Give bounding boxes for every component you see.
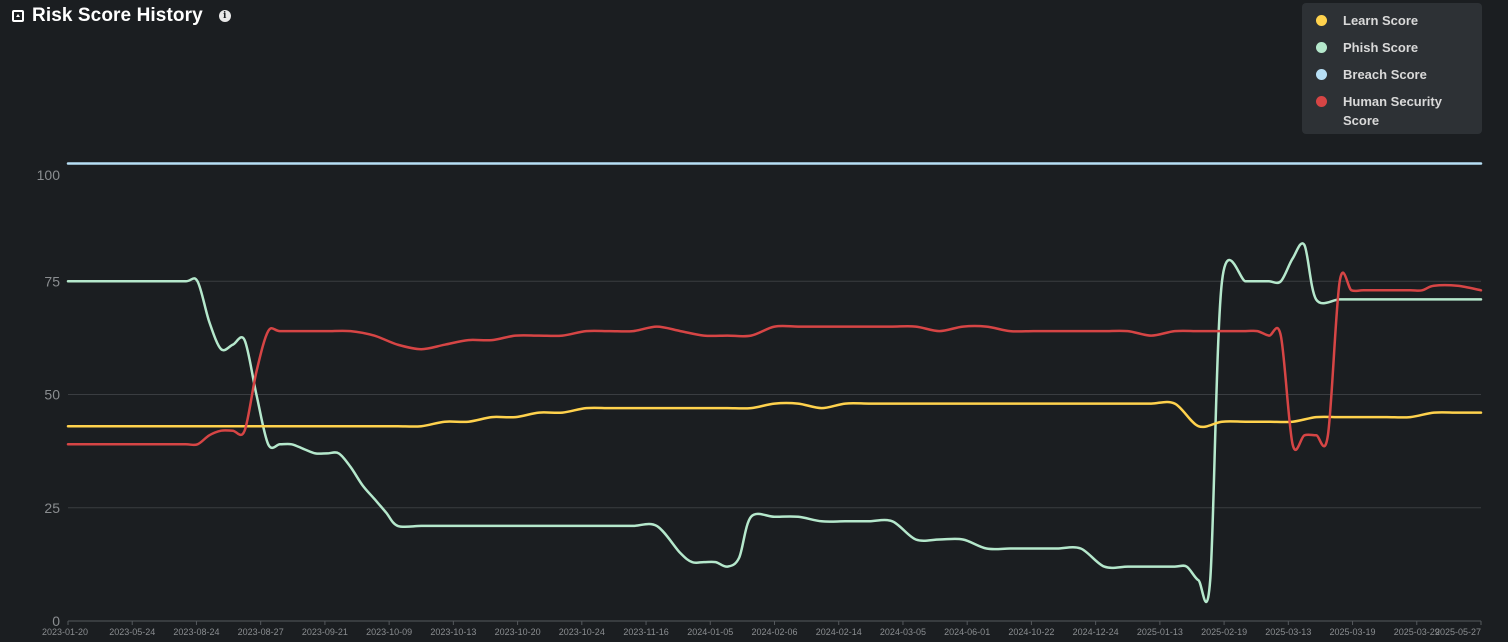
- legend-dot-phish-score: [1316, 42, 1327, 53]
- widget-header: Risk Score History i: [12, 4, 231, 28]
- x-tick-label: 2023-10-24: [559, 627, 605, 637]
- legend-label-learn-score: Learn Score: [1343, 13, 1419, 28]
- legend-dot-learn-score: [1316, 15, 1327, 26]
- x-tick-label: 2023-01-20: [42, 627, 88, 637]
- x-tick-label: 2023-05-24: [109, 627, 155, 637]
- x-tick-label: 2023-09-21: [302, 627, 348, 637]
- x-tick-label: 2023-10-13: [430, 627, 476, 637]
- chart-legend: Learn Score Phish Score Breach Score Hum…: [1302, 3, 1482, 134]
- legend-dot-human-security-score: [1316, 96, 1327, 107]
- x-tick-label: 2023-11-16: [623, 627, 668, 637]
- legend-label-human-security-score: Human Security Score: [1343, 94, 1442, 128]
- x-tick-label: 2023-08-24: [173, 627, 219, 637]
- x-tick-label: 2024-12-24: [1073, 627, 1119, 637]
- legend-item-learn-score[interactable]: Learn Score: [1302, 11, 1482, 30]
- legend-item-breach-score[interactable]: Breach Score: [1302, 65, 1482, 84]
- collapse-icon[interactable]: [12, 10, 24, 22]
- legend-label-phish-score: Phish Score: [1343, 40, 1419, 55]
- x-tick-label: 2024-06-01: [944, 627, 990, 637]
- y-tick-label: 100: [37, 167, 61, 183]
- x-tick-label: 2025-02-19: [1201, 627, 1247, 637]
- x-tick-label: 2024-03-05: [880, 627, 926, 637]
- x-tick-label: 2024-10-22: [1008, 627, 1054, 637]
- x-tick-label: 2024-02-14: [816, 627, 862, 637]
- x-tick-label: 2025-03-19: [1330, 627, 1376, 637]
- y-tick-label: 75: [44, 273, 60, 289]
- series-line-learn-score: [66, 400, 1483, 429]
- x-tick-label: 2025-03-29: [1394, 627, 1440, 637]
- page-title: Risk Score History: [32, 5, 203, 26]
- x-tick-label: 2023-10-09: [366, 627, 412, 637]
- info-icon[interactable]: i: [218, 10, 231, 22]
- x-tick-label: 2025-01-13: [1137, 627, 1183, 637]
- legend-label-breach-score: Breach Score: [1343, 67, 1427, 82]
- x-tick-label: 2023-08-27: [238, 627, 284, 637]
- y-tick-label: 25: [44, 500, 60, 516]
- series-line-phish-score: [66, 242, 1483, 603]
- legend-dot-breach-score: [1316, 69, 1327, 80]
- x-tick-label: 2025-05-27: [1435, 627, 1481, 637]
- y-tick-label: 50: [44, 387, 60, 403]
- y-tick-label: 0: [52, 613, 60, 629]
- legend-item-phish-score[interactable]: Phish Score: [1302, 38, 1482, 57]
- x-tick-label: 2024-01-05: [687, 627, 733, 637]
- x-tick-label: 2023-10-20: [495, 627, 541, 637]
- series-line-human-security-score: [66, 271, 1483, 452]
- x-tick-label: 2024-02-06: [751, 627, 797, 637]
- x-tick-label: 2025-03-13: [1265, 627, 1311, 637]
- legend-item-human-security-score[interactable]: Human Security Score: [1302, 92, 1482, 130]
